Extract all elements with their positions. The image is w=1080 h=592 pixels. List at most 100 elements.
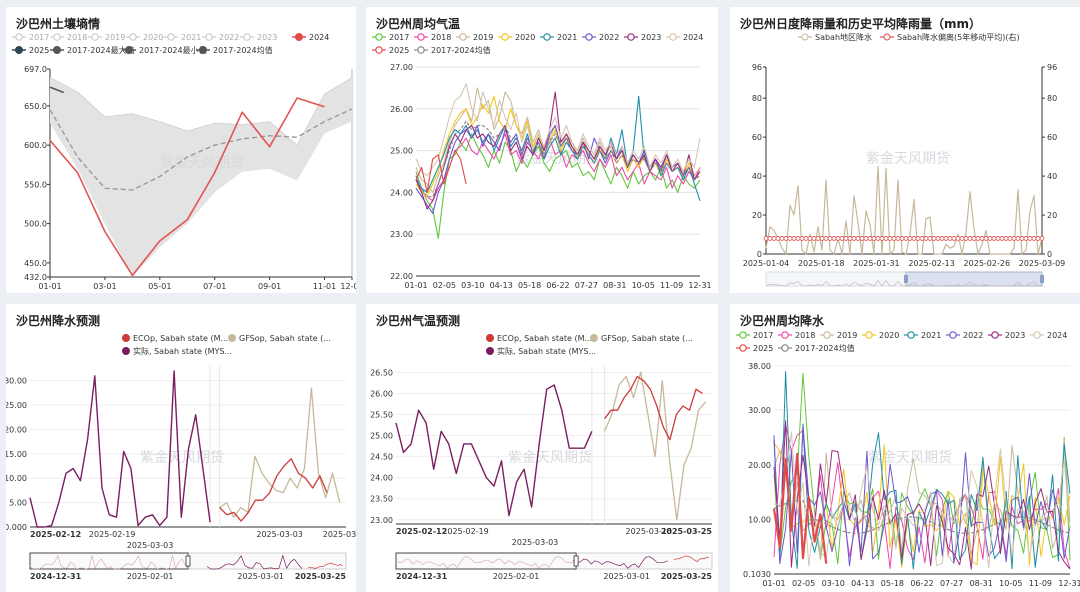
y-tick-label: 0.1030: [743, 570, 771, 579]
slider-tick-label: 2024-12-31: [30, 572, 82, 581]
legend-wtemp-2023-label: 2023: [641, 33, 661, 42]
y-tick-label: 22.00: [390, 272, 413, 281]
x-tick-label: 06-22: [910, 579, 933, 588]
max-min-band: [50, 77, 352, 277]
watermark: 紫金天风期货: [140, 449, 224, 466]
deviation-point: [1035, 236, 1041, 241]
y-tick-label: 20.00: [6, 425, 27, 434]
actual-line: [29, 370, 211, 528]
deviation-point: [843, 236, 849, 241]
legend-soil-2020-marker: [129, 33, 137, 41]
x-tick-label: 2025-02-19: [442, 527, 489, 536]
deviation-point: [991, 236, 997, 241]
legend-wtemp-2022-label: 2022: [599, 33, 619, 42]
y-left-tick-label: 80: [752, 94, 762, 103]
daily-rain-chart: Sabah地区降水 Sabah降水偏离(5年移动平均)(右) 96 80 60 40 20 0…: [743, 32, 1065, 287]
weekly-temp-panel: 沙巴州周均气温 2017 2018 2019 2020 2021 2022 2023 2024…: [366, 7, 718, 293]
legend-soil-2023-label: 2023: [257, 33, 277, 42]
deviation-point: [783, 236, 789, 241]
series-2018-line: [415, 133, 701, 202]
y-tick-label: 25.00: [370, 432, 393, 441]
legend-actual-label: 实际, Sabah state (MYS...: [497, 346, 596, 356]
deviation-point: [967, 236, 973, 241]
deviation-point: [927, 236, 933, 241]
legend-wtemp-2025-marker: [375, 46, 383, 54]
series-2025-line: [772, 452, 828, 564]
deviation-point: [963, 236, 969, 241]
y-tick-label: 432.0: [24, 273, 47, 282]
series-2017-2024均值-line: [415, 120, 701, 198]
legend-ecop-marker: [486, 334, 494, 342]
deviation-point: [799, 236, 805, 241]
y-tick-label: 38.00: [748, 362, 771, 371]
deviation-point: [1023, 236, 1029, 241]
watermark: 紫金天风期货: [508, 449, 592, 466]
deviation-point: [987, 236, 993, 241]
legend-wrain-2023-label: 2023: [1005, 331, 1025, 340]
x-tick-label: 2025-03-15: [323, 530, 356, 539]
legend-wrain-2017-marker: [739, 331, 747, 339]
deviation-point: [775, 236, 781, 241]
daily-rain-title: 沙巴州日度降雨量和历史平均降雨量（mm）: [740, 17, 982, 31]
x-tick-label: 12-01: [340, 282, 356, 291]
legend-wtemp-2017-marker: [375, 33, 383, 41]
y-right-tick-label: 0: [1047, 250, 1052, 259]
deviation-point: [899, 236, 905, 241]
y-tick-label: 500.0: [24, 220, 47, 229]
series-2022-line: [773, 425, 1071, 567]
deviation-point: [915, 236, 921, 241]
legend-ecop-label: ECOp, Sabah state (M...: [133, 334, 228, 343]
deviation-point: [979, 236, 985, 241]
legend-wrain-2021-label: 2021: [921, 331, 941, 340]
series-2023-line: [773, 420, 1071, 570]
slider-tick-label: 2024-12-31: [396, 572, 448, 581]
series-2023-line: [415, 91, 701, 210]
deviation-point: [795, 236, 801, 241]
legend-soil-2017-2024最大值-label: 2017-2024最大值: [67, 45, 135, 55]
deviation-point: [763, 236, 769, 241]
legend-dev-marker: [883, 33, 891, 41]
deviation-point: [871, 236, 877, 241]
x-tick-label: 2025-02-26: [964, 259, 1011, 268]
deviation-point: [923, 236, 929, 241]
deviation-point: [919, 236, 925, 241]
zoom-slider-track: [395, 552, 713, 570]
deviation-point: [791, 236, 797, 241]
ecop-line: [219, 458, 328, 522]
x-tick-label: 12-31: [1058, 579, 1080, 588]
legend-wtemp-2020-label: 2020: [515, 33, 535, 42]
deviation-point: [975, 236, 981, 241]
deviation-point: [859, 236, 865, 241]
legend-wrain-2018-label: 2018: [795, 331, 815, 340]
temp-forecast-title: 沙巴州气温预测: [376, 314, 461, 328]
soil-moisture-title: 沙巴州土壤墒情: [16, 17, 101, 31]
legend-precip-marker: [801, 33, 809, 41]
slider-preview-actual: [206, 555, 303, 570]
legend-soil-2017-2024最小值-label: 2017-2024最小值: [139, 45, 207, 55]
y-tick-label: 450.0: [24, 259, 47, 268]
legend-soil-2025-label: 2025: [29, 46, 49, 55]
deviation-point: [1019, 236, 1025, 241]
legend-soil-2022-marker: [205, 33, 213, 41]
slider-tick-label: 2025-02-01: [493, 572, 540, 581]
deviation-point: [867, 236, 873, 241]
soil-moisture-chart: 2017 2018 2019 2020 2021 2022 2023 2024 2025 2017…: [12, 33, 356, 291]
y-tick-label: 20.00: [748, 461, 771, 470]
legend-soil-2025-marker: [15, 46, 23, 54]
legend-soil-2017-2024最大值-marker: [53, 46, 61, 54]
legend-wrain-2020-label: 2020: [879, 331, 899, 340]
zoom-handle-right: [185, 555, 191, 567]
x-tick-label: 2025-02-19: [89, 530, 136, 539]
deviation-point: [1031, 236, 1037, 241]
temp-forecast-chart: ECOp, Sabah state (M... GFSop, Sabah stat…: [370, 334, 713, 581]
zoom-handle-left: [904, 275, 908, 283]
deviation-point: [935, 236, 941, 241]
deviation-point: [883, 236, 889, 241]
legend-soil-2018-marker: [53, 33, 61, 41]
y-tick-label: 27.00: [390, 63, 413, 72]
legend-gfsop-marker: [590, 334, 598, 342]
legend-soil-2021-label: 2021: [181, 33, 201, 42]
x-tick-label: 03-10: [461, 281, 484, 290]
deviation-point: [815, 236, 821, 241]
legend-wtemp-2019-marker: [459, 33, 467, 41]
